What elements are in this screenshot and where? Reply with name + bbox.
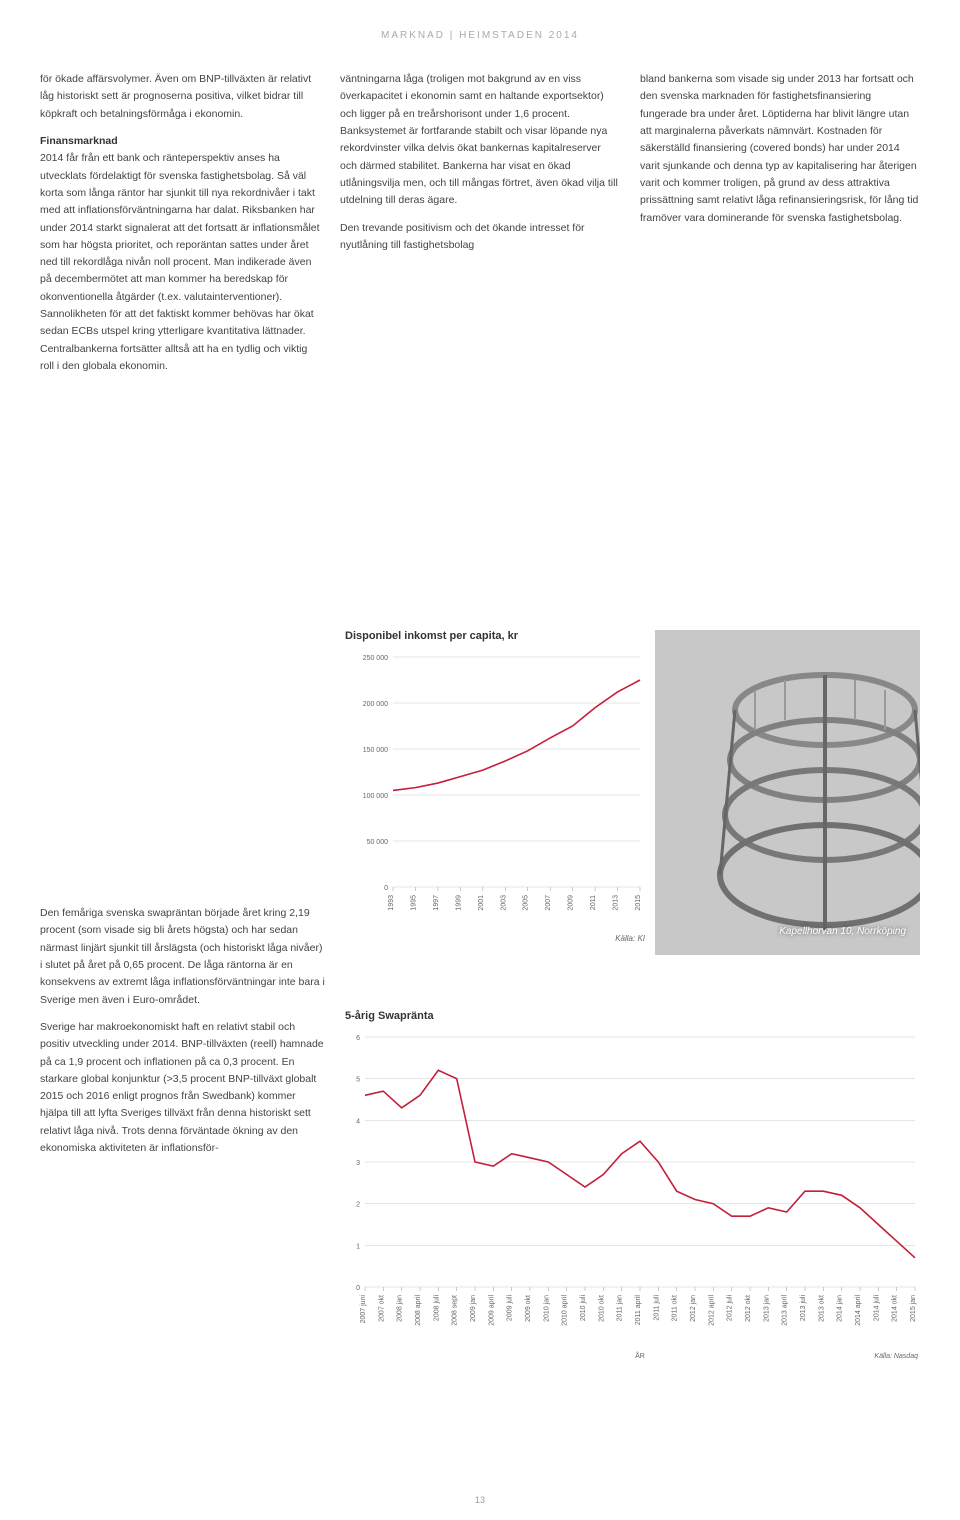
- svg-text:2011 jan: 2011 jan: [617, 1295, 624, 1321]
- svg-text:2009 jan: 2009 jan: [470, 1295, 477, 1322]
- svg-text:0: 0: [356, 1285, 360, 1292]
- svg-text:2009 okt: 2009 okt: [525, 1295, 532, 1322]
- svg-text:2013 juli: 2013 juli: [800, 1295, 807, 1322]
- chart1-source: Källa: KI: [345, 934, 645, 943]
- svg-text:2010 juli: 2010 juli: [580, 1295, 587, 1322]
- svg-text:2007: 2007: [545, 895, 552, 911]
- svg-text:2007 okt: 2007 okt: [378, 1295, 385, 1322]
- col1-p4: Sverige har makroekonomiskt haft en rela…: [40, 1019, 325, 1158]
- svg-text:2011: 2011: [590, 895, 597, 910]
- svg-text:100 000: 100 000: [363, 793, 388, 800]
- svg-text:2011 juli: 2011 juli: [653, 1295, 660, 1321]
- text-columns: för ökade affärsvolymer. Även om BNP-til…: [40, 71, 920, 385]
- col1-p1: för ökade affärsvolymer. Även om BNP-til…: [40, 71, 320, 123]
- chart-disposable-income: Disponibel inkomst per capita, kr 250 00…: [345, 630, 645, 943]
- chart2-title: 5-årig Swapränta: [345, 1010, 920, 1022]
- svg-text:50 000: 50 000: [367, 839, 389, 846]
- col2-p2: Den trevande positivism och det ökande i…: [340, 220, 620, 255]
- chart1-title: Disponibel inkomst per capita, kr: [345, 630, 645, 642]
- svg-text:5: 5: [356, 1077, 360, 1084]
- svg-text:2009 juli: 2009 juli: [507, 1295, 514, 1322]
- svg-text:2010 okt: 2010 okt: [598, 1295, 605, 1322]
- svg-text:2003: 2003: [500, 895, 507, 911]
- svg-text:2008 jan: 2008 jan: [397, 1295, 404, 1322]
- svg-text:0: 0: [384, 885, 388, 892]
- svg-text:200 000: 200 000: [363, 701, 388, 708]
- svg-text:2: 2: [356, 1202, 360, 1209]
- col3-p1: bland bankerna som visade sig under 2013…: [640, 71, 920, 227]
- svg-text:ÅR: ÅR: [635, 1351, 645, 1360]
- svg-text:2010 april: 2010 april: [562, 1295, 569, 1326]
- svg-text:2008 juli: 2008 juli: [433, 1295, 440, 1322]
- svg-text:2012 okt: 2012 okt: [745, 1295, 752, 1322]
- col1-subhead: Finansmarknad: [40, 133, 320, 150]
- svg-text:2013 okt: 2013 okt: [818, 1295, 825, 1322]
- svg-text:2012 april: 2012 april: [708, 1295, 715, 1326]
- svg-text:2015: 2015: [635, 895, 642, 911]
- staircase-illustration: [655, 630, 920, 955]
- svg-text:4: 4: [356, 1118, 360, 1125]
- chart2-svg: 6 5 4 3 2 1 02007 juni 2007 okt 2008 jan 2008 apr…: [345, 1032, 920, 1362]
- svg-text:2013 jan: 2013 jan: [763, 1295, 770, 1322]
- chart-swap-rate: 5-årig Swapränta 6 5 4 3 2 1 02007 juni 2007 ok…: [345, 1010, 920, 1362]
- svg-text:3: 3: [356, 1160, 360, 1167]
- photo-staircase: Kapellhorvan 10, Norrköping: [655, 630, 920, 955]
- column-1-lower: Den femåriga svenska swapräntan började …: [40, 905, 325, 1167]
- column-2: väntningarna låga (troligen mot bakgrund…: [340, 71, 620, 385]
- svg-text:2013: 2013: [613, 895, 620, 911]
- svg-text:2008 sept: 2008 sept: [452, 1295, 459, 1326]
- svg-text:2014 april: 2014 april: [855, 1295, 862, 1326]
- svg-text:1999: 1999: [455, 895, 462, 911]
- chart1-svg: 250 000 200 000 150 000 100 000 50 000 01993 1…: [345, 652, 645, 932]
- col1-p3: Den femåriga svenska swapräntan började …: [40, 905, 325, 1009]
- svg-text:2005: 2005: [523, 895, 530, 911]
- svg-text:2010 jan: 2010 jan: [543, 1295, 550, 1322]
- svg-text:2011 april: 2011 april: [635, 1295, 642, 1326]
- svg-text:2007 juni: 2007 juni: [360, 1295, 367, 1324]
- svg-text:2012 juli: 2012 juli: [727, 1295, 734, 1322]
- svg-text:2014 juli: 2014 juli: [873, 1295, 880, 1322]
- svg-text:150 000: 150 000: [363, 747, 388, 754]
- svg-text:2011 okt: 2011 okt: [672, 1295, 679, 1321]
- svg-text:2009 april: 2009 april: [488, 1295, 495, 1326]
- svg-text:1995: 1995: [410, 895, 417, 911]
- photo-caption: Kapellhorvan 10, Norrköping: [779, 926, 906, 937]
- page-number: 13: [0, 1495, 960, 1505]
- svg-text:250 000: 250 000: [363, 655, 388, 662]
- svg-text:2013 april: 2013 april: [782, 1295, 789, 1326]
- svg-text:2001: 2001: [478, 895, 485, 911]
- svg-text:1997: 1997: [433, 895, 440, 911]
- svg-text:2009: 2009: [568, 895, 575, 911]
- page-header: MARKNAD | HEIMSTADEN 2014: [40, 30, 920, 41]
- column-1: för ökade affärsvolymer. Även om BNP-til…: [40, 71, 320, 385]
- svg-text:2014 okt: 2014 okt: [892, 1295, 899, 1322]
- svg-text:2008 april: 2008 april: [415, 1295, 422, 1326]
- svg-text:2015 jan: 2015 jan: [910, 1295, 917, 1322]
- col1-p2: 2014 får från ett bank och ränteperspekt…: [40, 150, 320, 375]
- column-3: bland bankerna som visade sig under 2013…: [640, 71, 920, 385]
- svg-text:1993: 1993: [388, 895, 395, 911]
- svg-text:Källa: Nasdaq: Källa: Nasdaq: [874, 1353, 918, 1360]
- svg-text:2012 jan: 2012 jan: [690, 1295, 697, 1322]
- svg-text:6: 6: [356, 1035, 360, 1042]
- col2-p1: väntningarna låga (troligen mot bakgrund…: [340, 71, 620, 210]
- svg-text:2014 jan: 2014 jan: [837, 1295, 844, 1322]
- svg-text:1: 1: [356, 1243, 360, 1250]
